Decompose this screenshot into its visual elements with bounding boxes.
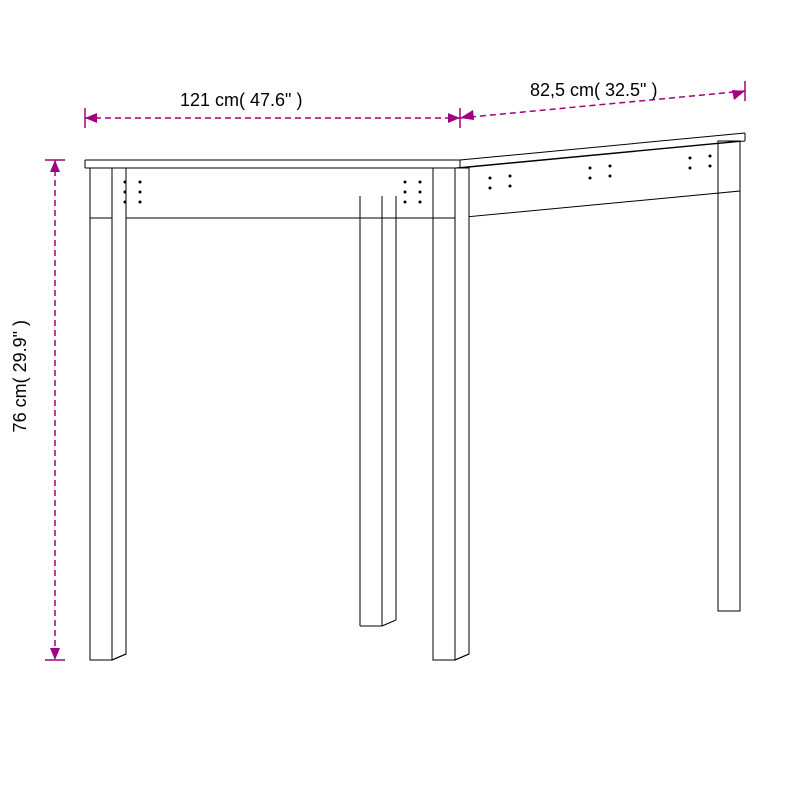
diagram-canvas: 121 cm( 47.6" ) 82,5 cm( 32.5" ) 76 cm( … bbox=[0, 0, 800, 800]
width-label: 121 cm( 47.6" ) bbox=[180, 90, 302, 111]
table-drawing bbox=[0, 0, 800, 800]
height-label: 76 cm( 29.9" ) bbox=[10, 320, 31, 432]
depth-label: 82,5 cm( 32.5" ) bbox=[530, 80, 657, 101]
